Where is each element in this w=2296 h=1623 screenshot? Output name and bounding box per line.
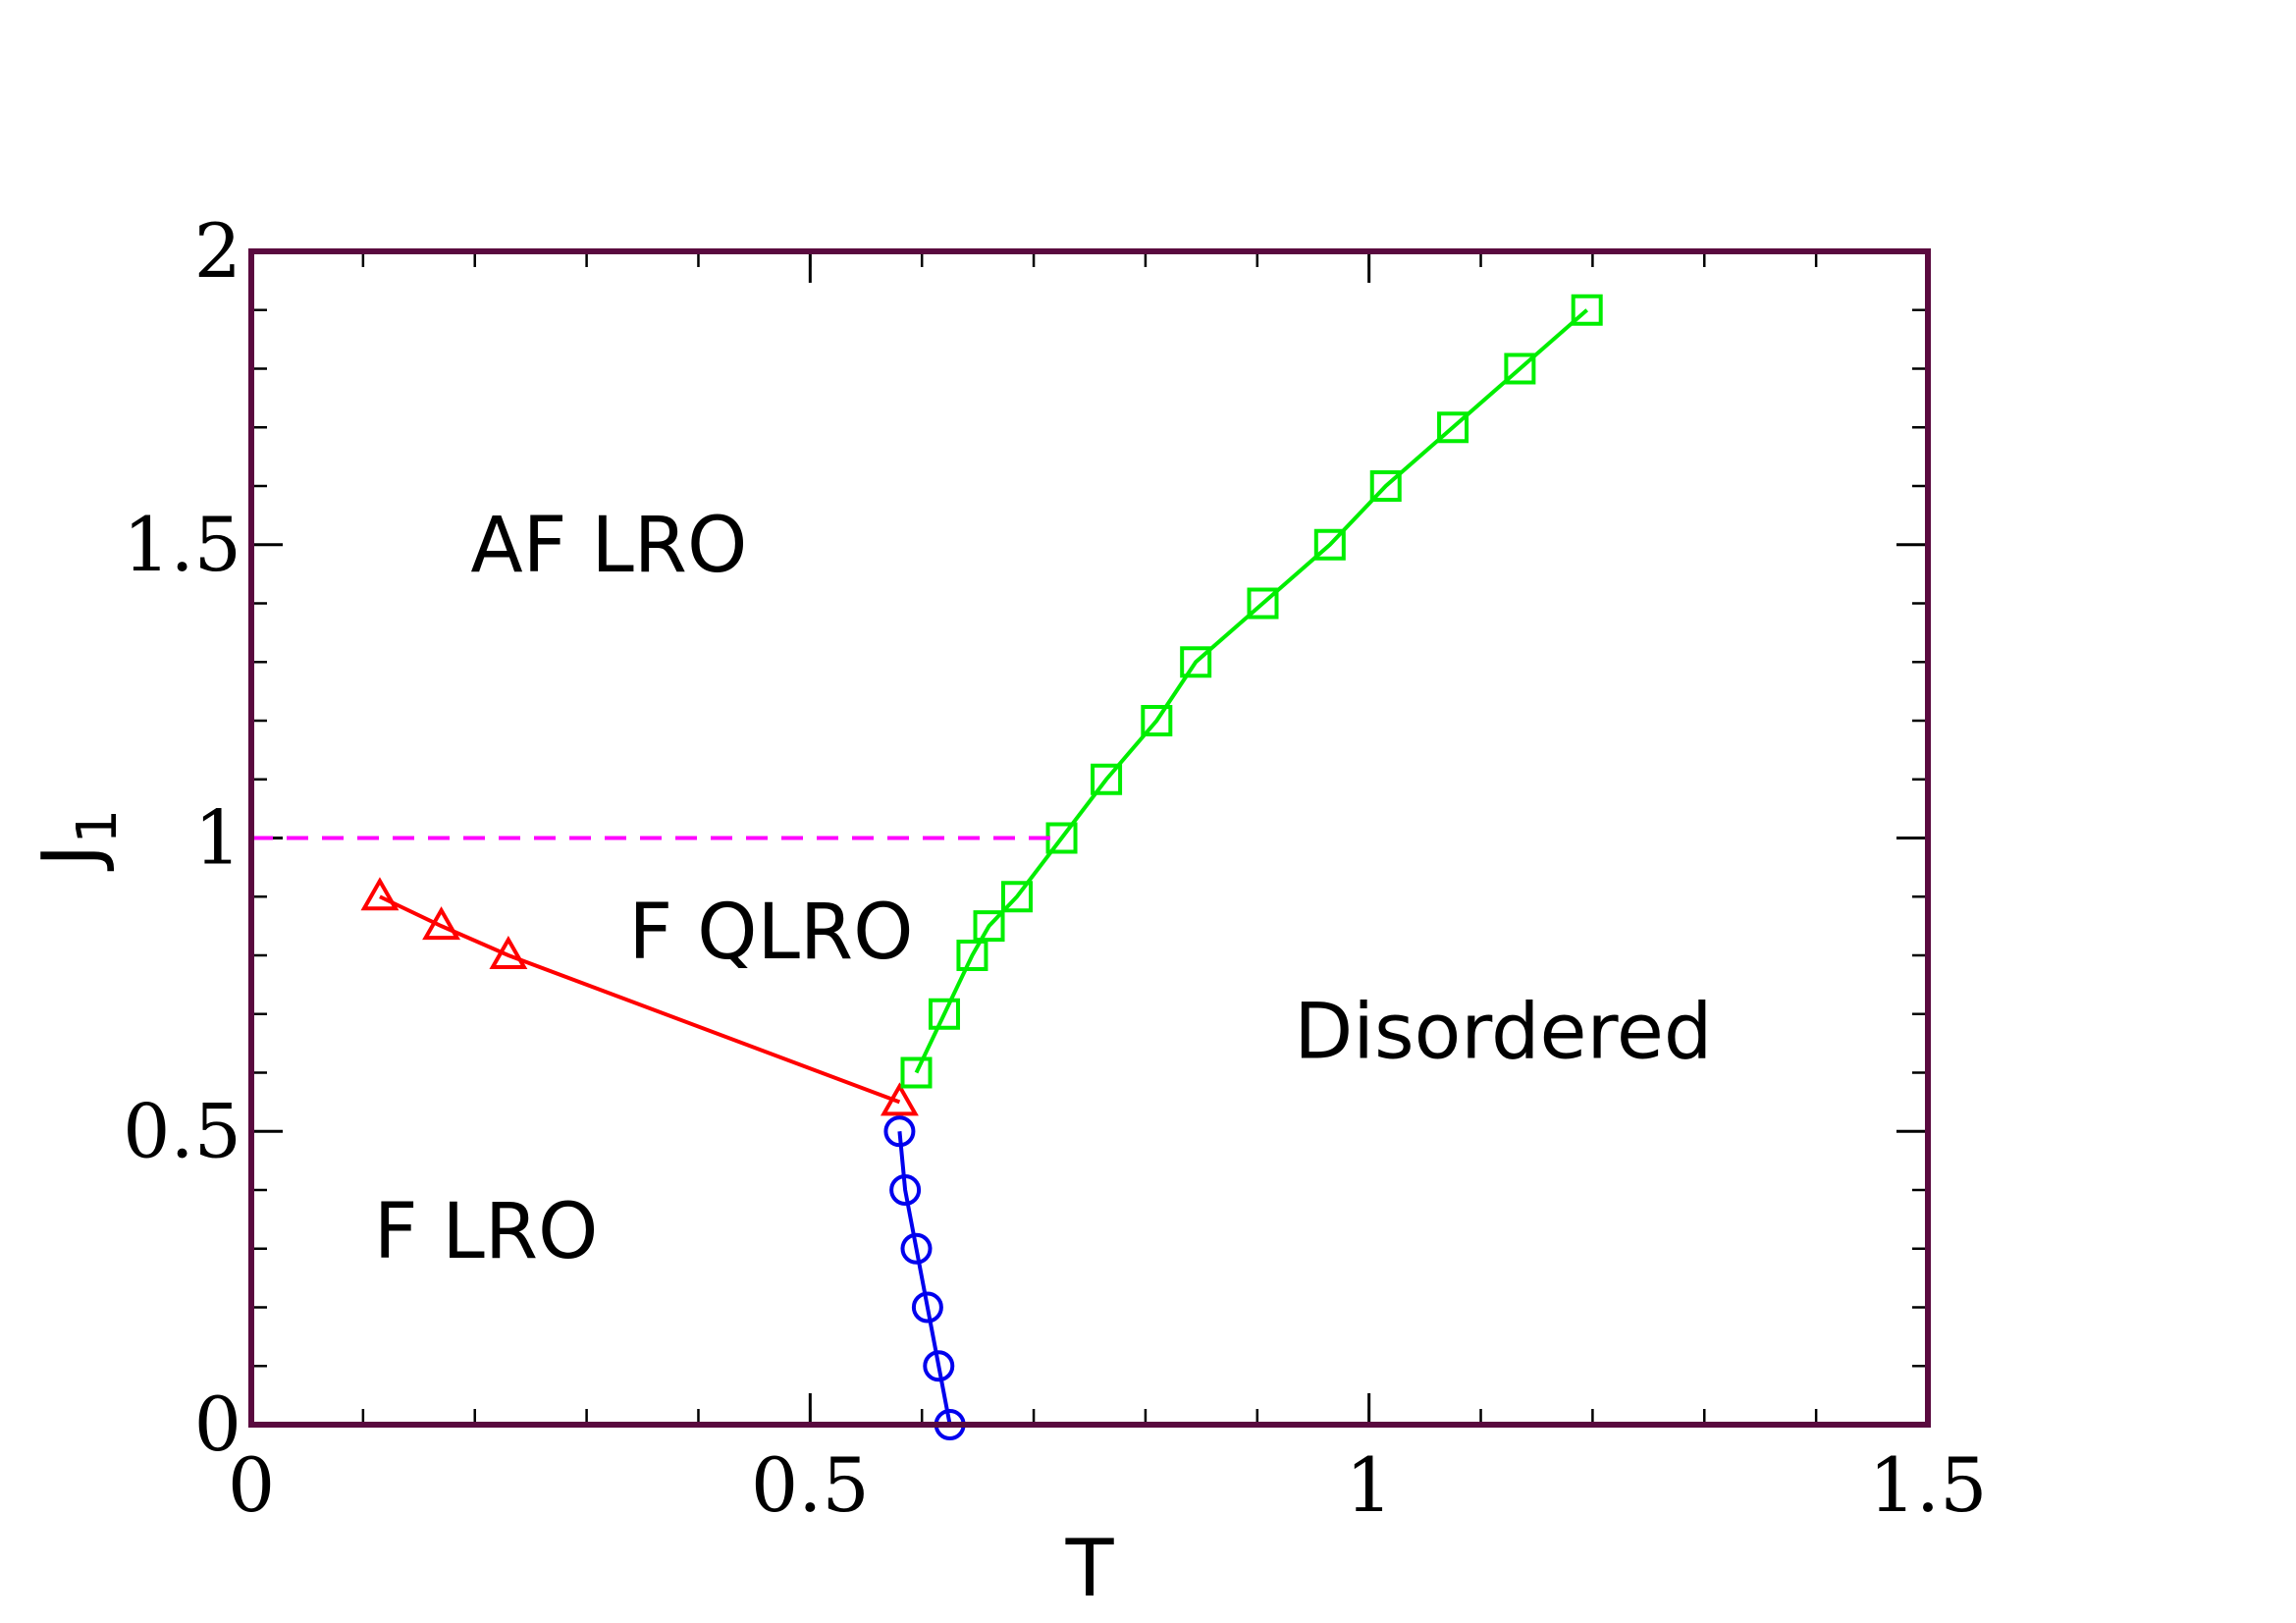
series-2-square-point bbox=[1091, 763, 1123, 795]
x-axis-title: T bbox=[1065, 1523, 1115, 1614]
series-1-circle-point bbox=[911, 1291, 943, 1324]
series-1-circle-point bbox=[883, 1115, 916, 1148]
series-2-square-point bbox=[1141, 705, 1173, 736]
series-1-line bbox=[897, 1131, 952, 1426]
region-label-f-qlro: F QLRO bbox=[628, 889, 913, 977]
series-1-circle-point bbox=[923, 1350, 955, 1382]
x-tick-label: 1 bbox=[1345, 1441, 1392, 1529]
region-label-f-lro: F LRO bbox=[374, 1188, 599, 1276]
series-layer bbox=[251, 294, 1603, 1440]
region-label-af-lro: AF LRO bbox=[470, 502, 747, 590]
y-tick-label: 2 bbox=[194, 207, 241, 295]
y-tick-label: 0.5 bbox=[123, 1087, 241, 1174]
y-axis-title: J1 bbox=[26, 809, 130, 872]
series-2-square-point bbox=[1180, 646, 1212, 678]
y-axis-title-main: J bbox=[26, 844, 117, 873]
series-0-triangle-point bbox=[880, 1082, 919, 1116]
series-1-circle-point bbox=[900, 1232, 933, 1265]
y-tick-label: 0 bbox=[194, 1380, 241, 1468]
series-2-square-point bbox=[900, 1056, 933, 1089]
series-0-triangle-point bbox=[422, 906, 461, 941]
series-2-square-point bbox=[1000, 881, 1033, 913]
series-2-square-point bbox=[1571, 294, 1603, 326]
series-0-line bbox=[379, 894, 901, 1105]
series-2-square-point bbox=[973, 910, 1005, 943]
y-tick-label: 1 bbox=[194, 794, 241, 882]
tick-labels: 0 0.5 1 1.5 0 0.5 1 1.5 2 bbox=[123, 207, 1987, 1529]
region-label-disordered: Disordered bbox=[1294, 989, 1712, 1077]
series-2-square-point bbox=[1313, 528, 1346, 561]
plot-frame bbox=[248, 248, 1931, 1428]
series-2-line bbox=[914, 308, 1589, 1074]
annotation-layer: AF LRO F QLRO Disordered F LRO bbox=[374, 502, 1713, 1276]
y-tick-label: 1.5 bbox=[123, 501, 241, 588]
series-2-square-point bbox=[1247, 587, 1279, 620]
x-tick-label: 0.5 bbox=[751, 1441, 870, 1529]
series-2-square-point bbox=[1437, 411, 1469, 444]
series-1-circle-point bbox=[889, 1174, 922, 1206]
series-2-square-point bbox=[956, 940, 988, 971]
series-2-square-point bbox=[1369, 470, 1402, 502]
y-axis-title-subscript: 1 bbox=[66, 809, 130, 844]
series-0-triangle-point bbox=[360, 877, 400, 911]
series-2-square-point bbox=[928, 998, 960, 1030]
series-2-square-point bbox=[1504, 352, 1536, 385]
x-tick-label: 0 bbox=[228, 1441, 275, 1529]
series-0-triangle-point bbox=[489, 935, 528, 969]
x-tick-label: 1.5 bbox=[1869, 1441, 1988, 1529]
